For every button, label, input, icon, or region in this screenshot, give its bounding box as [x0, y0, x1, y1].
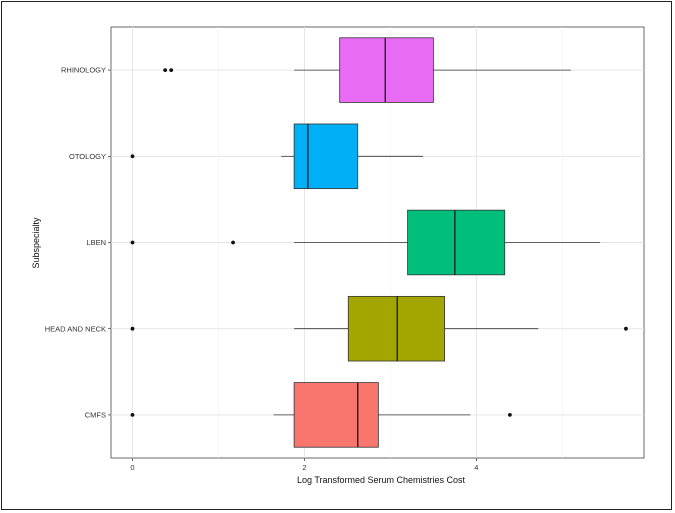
- outlier-point: [130, 154, 135, 159]
- y-tick-label: LBEN: [86, 238, 106, 247]
- y-tick-label: HEAD AND NECK: [45, 324, 106, 333]
- outlier-point: [169, 68, 174, 72]
- box-iqr: [407, 209, 506, 276]
- x-tick-label: 2: [302, 463, 306, 472]
- outlier-point: [507, 413, 512, 417]
- outlier-point: [130, 240, 135, 245]
- outlier-point: [231, 240, 235, 245]
- y-tick-label: RHINOLOGY: [61, 66, 106, 75]
- y-axis-title: Subspecialty: [31, 217, 41, 269]
- x-tick-label: 4: [474, 463, 478, 472]
- outlier-point: [624, 326, 628, 331]
- x-tick-label: 0: [130, 463, 134, 472]
- outlier-point: [130, 326, 135, 331]
- y-tick-label: OTOLOGY: [69, 152, 106, 161]
- outlier-point: [163, 68, 168, 72]
- box-otology: [130, 123, 424, 190]
- box-iqr: [347, 295, 445, 362]
- box-iqr: [339, 37, 434, 103]
- y-tick-label: CMFS: [85, 411, 106, 420]
- boxes: [130, 37, 628, 448]
- box-iqr: [293, 382, 379, 448]
- box-cmfs: [130, 382, 512, 448]
- y-axis-ticks: CMFS HEAD AND NECK LBEN OTOLOGY RHINOLOGY: [45, 66, 111, 420]
- x-axis-title: Log Transformed Serum Chemistries Cost: [297, 475, 466, 485]
- outlier-point: [130, 413, 135, 417]
- x-axis-ticks: 0 2 4: [130, 458, 478, 472]
- box-head-and-neck: [130, 295, 628, 362]
- box-rhinology: [163, 37, 571, 103]
- box-lben: [130, 209, 601, 276]
- box-iqr: [293, 123, 359, 190]
